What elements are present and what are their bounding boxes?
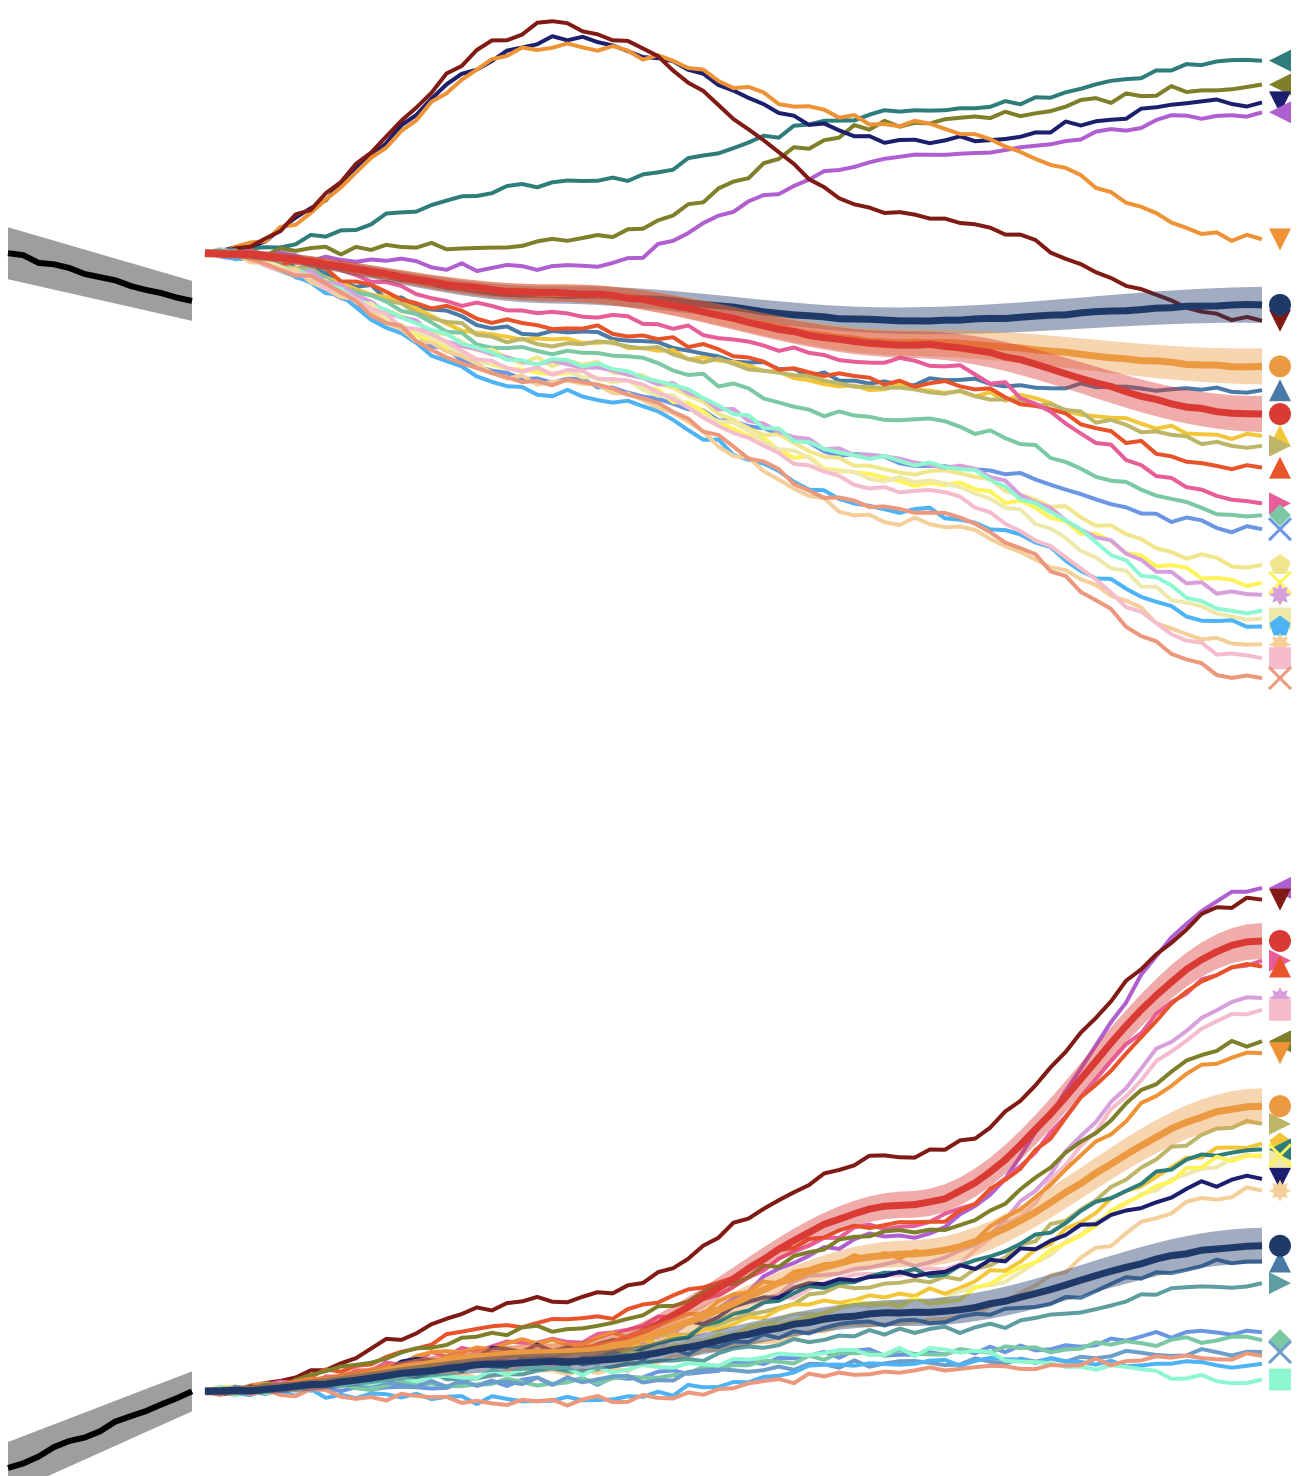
series-end-marker-13 <box>1269 492 1291 515</box>
bottom-forecast-panel <box>7 876 1293 1476</box>
series-end-marker-10 <box>1269 1112 1291 1135</box>
series-line-14 <box>204 248 1263 519</box>
series-end-marker-18 <box>1269 583 1291 606</box>
series-line-23 <box>204 250 1263 661</box>
series-line-1 <box>204 895 1263 1395</box>
series-end-marker-16 <box>1269 553 1291 574</box>
series-end-marker-16 <box>1269 1179 1291 1202</box>
series-end-marker-4 <box>1269 228 1291 251</box>
series-end-marker-6 <box>1269 309 1291 332</box>
series-band-5 <box>205 249 1262 335</box>
series-end-marker-9 <box>1269 403 1291 426</box>
series-end-marker-1 <box>1269 73 1291 96</box>
series-line-1 <box>204 82 1263 259</box>
series-end-marker-18 <box>1269 1250 1291 1273</box>
series-end-marker-14 <box>1269 504 1291 527</box>
series-end-marker-23 <box>1269 647 1291 670</box>
series-end-marker-7 <box>1269 355 1291 378</box>
series-end-marker-8 <box>1269 1042 1291 1065</box>
history-band <box>8 227 192 321</box>
series-line-24 <box>204 1345 1263 1398</box>
series-end-marker-24 <box>1267 666 1293 691</box>
series-end-marker-21 <box>1269 615 1291 636</box>
top-forecast-panel <box>7 19 1293 691</box>
series-end-marker-0 <box>1269 49 1291 72</box>
series-line-25 <box>204 1351 1263 1408</box>
history-line <box>7 250 193 304</box>
series-mean-line-9 <box>204 1102 1263 1395</box>
series-end-marker-9 <box>1269 1095 1291 1118</box>
series-end-marker-21 <box>1269 1329 1291 1352</box>
series-line-3 <box>204 110 1263 273</box>
series-end-marker-13 <box>1269 1138 1291 1161</box>
series-end-marker-8 <box>1269 379 1291 402</box>
series-line-2 <box>204 34 1263 256</box>
series-end-marker-17 <box>1269 1234 1291 1257</box>
series-end-marker-17 <box>1267 570 1293 595</box>
series-end-marker-14 <box>1267 1143 1293 1168</box>
series-line-6 <box>204 19 1263 323</box>
series-end-marker-22 <box>1267 1339 1293 1365</box>
series-end-marker-20 <box>1269 1272 1291 1295</box>
series-mean-line-17 <box>204 1242 1263 1395</box>
series-end-marker-6 <box>1269 998 1291 1021</box>
series-line-24 <box>204 250 1263 681</box>
series-end-marker-15 <box>1269 1167 1291 1190</box>
series-line-13 <box>204 249 1263 506</box>
series-line-21 <box>204 1334 1263 1395</box>
series-end-marker-4 <box>1269 955 1291 978</box>
series-line-4 <box>204 41 1263 257</box>
series-band-17 <box>205 1227 1262 1396</box>
series-end-marker-11 <box>1269 434 1291 457</box>
series-line-19 <box>204 247 1263 616</box>
series-end-marker-2 <box>1269 929 1291 952</box>
series-end-marker-1 <box>1269 888 1291 911</box>
series-end-marker-5 <box>1269 293 1291 316</box>
series-end-marker-12 <box>1269 456 1291 479</box>
history-line <box>7 1388 194 1471</box>
series-end-marker-15 <box>1267 517 1293 542</box>
series-line-7 <box>204 1038 1263 1395</box>
series-end-marker-3 <box>1269 101 1291 124</box>
series-line-8 <box>204 1050 1263 1395</box>
series-end-marker-2 <box>1269 91 1291 114</box>
series-mean-line-9 <box>204 249 1263 418</box>
series-end-marker-24 <box>1269 1368 1291 1391</box>
series-line-12 <box>204 247 1263 472</box>
series-line-0 <box>204 57 1263 257</box>
series-band-9 <box>205 249 1262 432</box>
